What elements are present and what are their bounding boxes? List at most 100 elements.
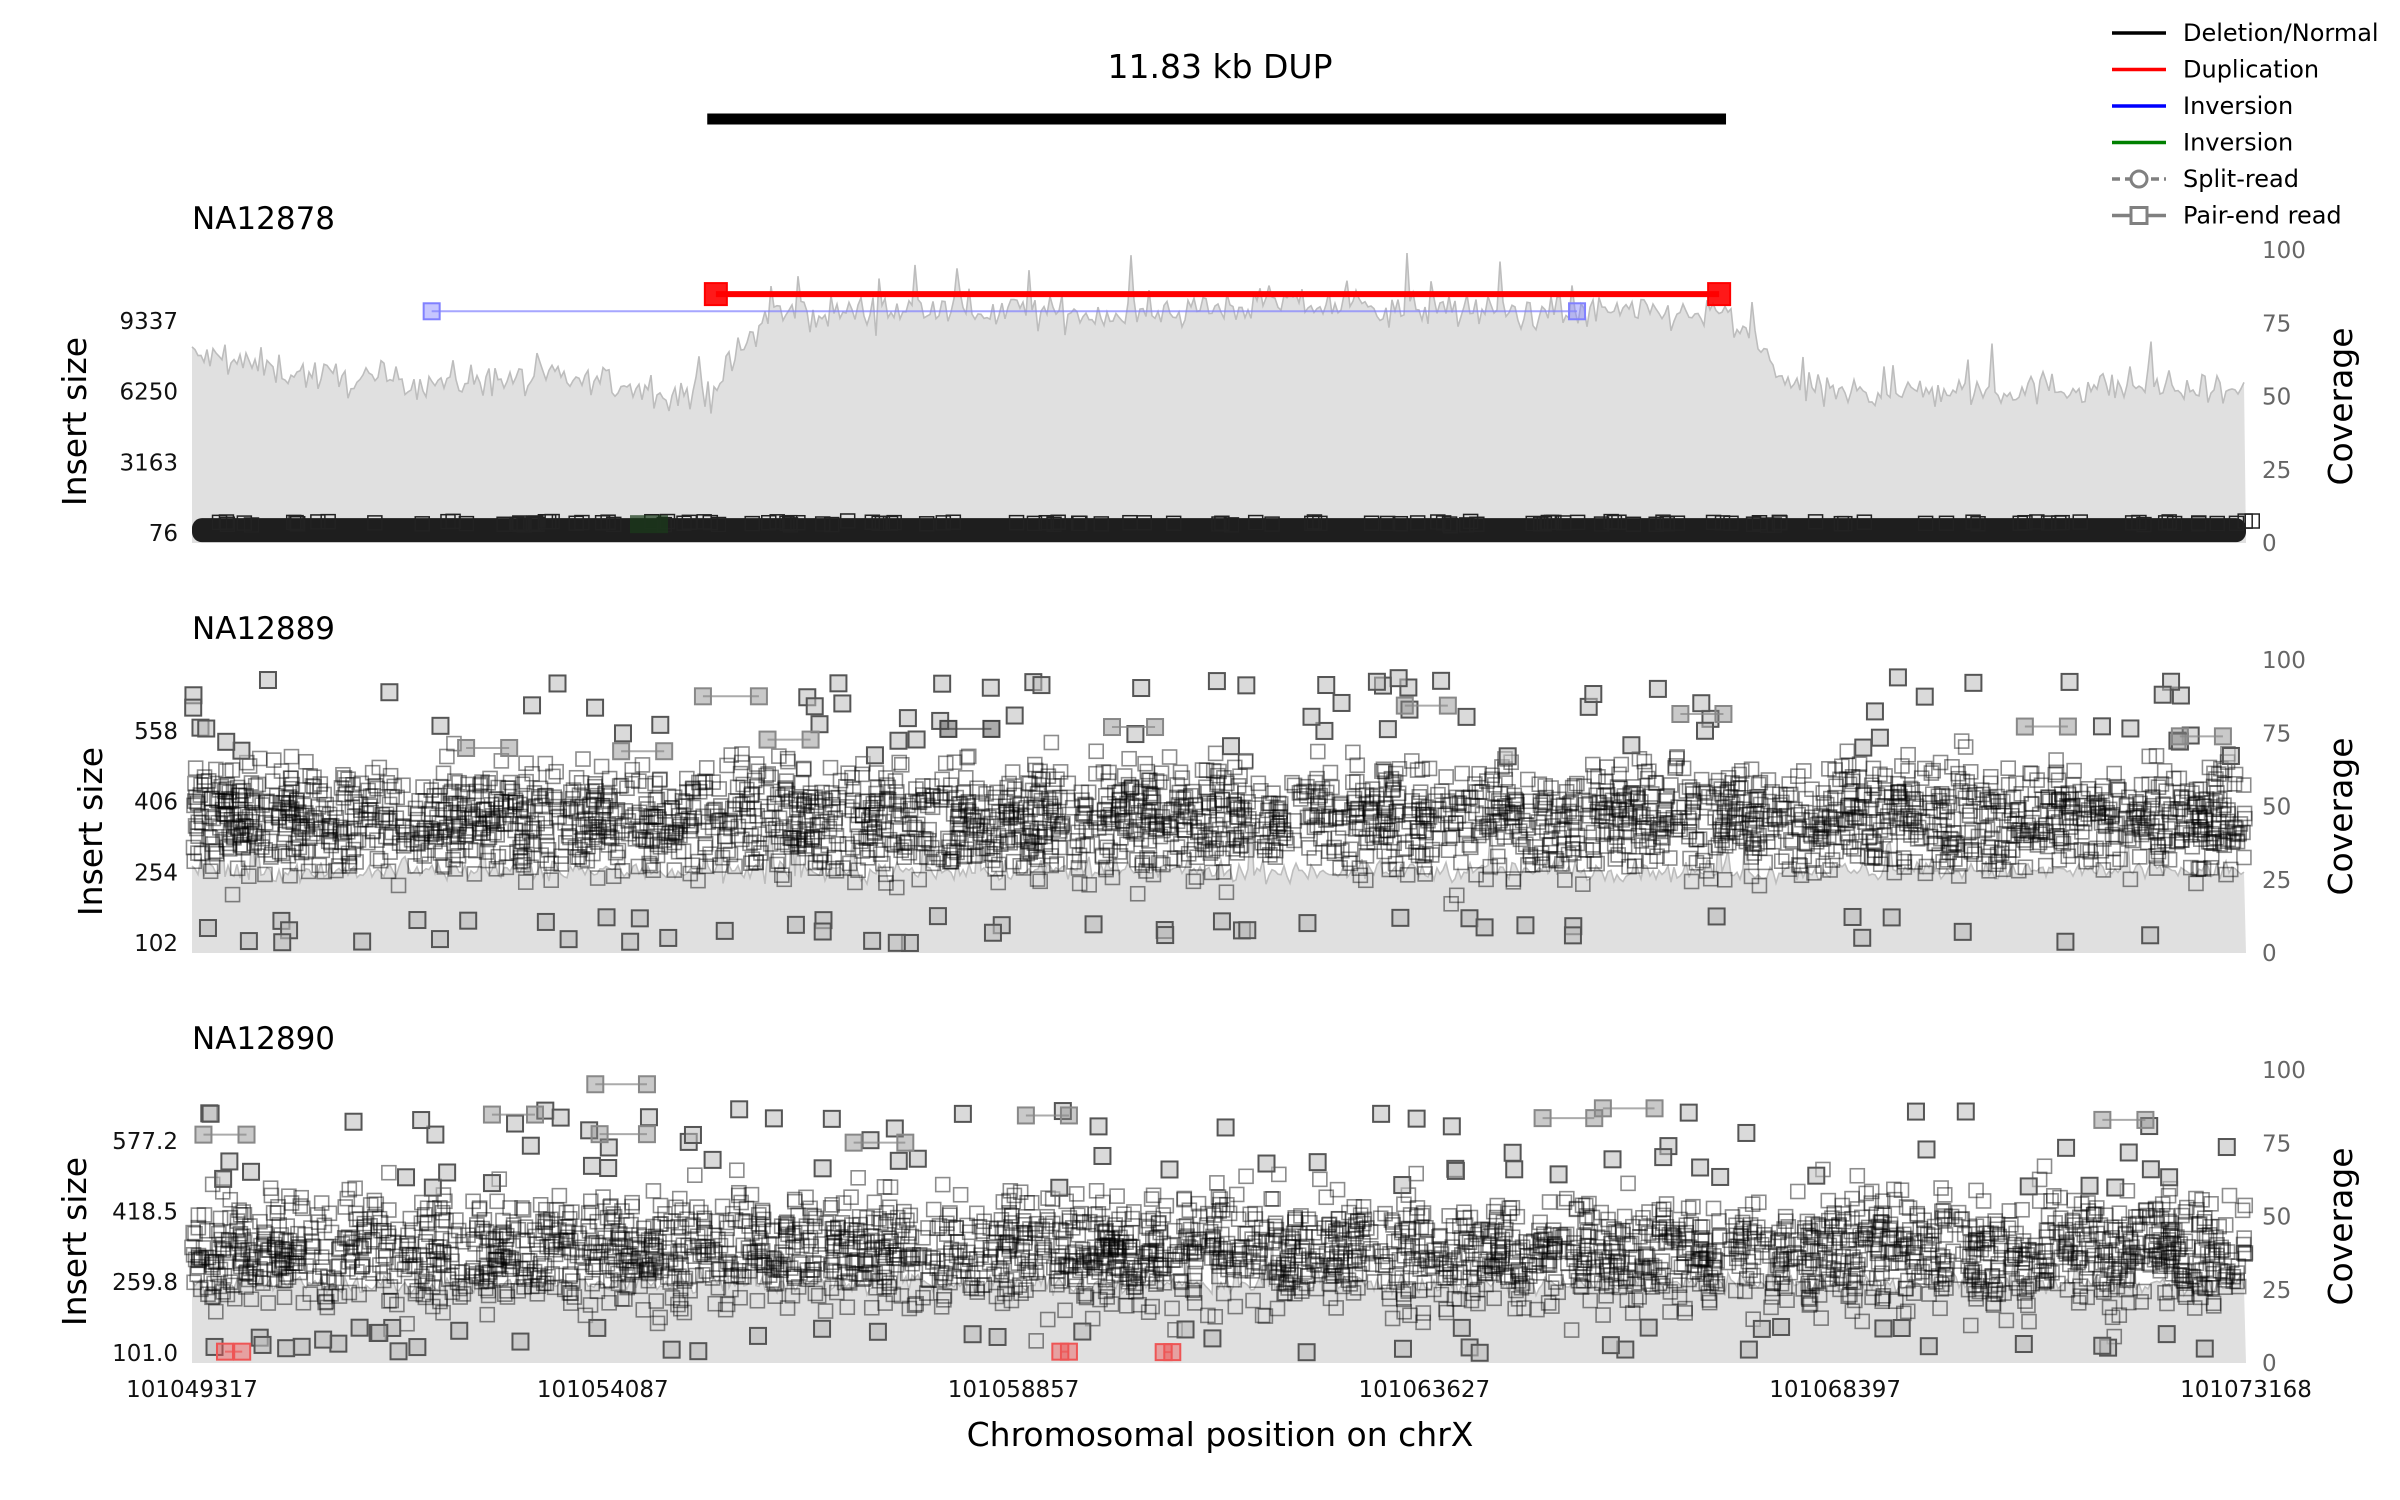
pair-end-read [427, 833, 443, 850]
pair-end-read [919, 849, 935, 866]
pair-end-read [1008, 514, 1025, 531]
pair-end-read [1028, 843, 1044, 859]
pair-end-read [1522, 848, 1539, 865]
pair-end-read [1892, 812, 1908, 828]
pair-end-read [1490, 793, 1507, 809]
pair-end-read [1827, 762, 1843, 778]
pair-end-read [1890, 775, 1906, 792]
sample-title: NA12889 [192, 611, 335, 647]
pair-end-read [840, 765, 856, 781]
pair-end-read [1284, 774, 1300, 791]
pair-end-read [1985, 794, 2002, 810]
pair-end-read [289, 515, 306, 532]
pair-end-read [661, 837, 677, 853]
pair-end-read [2017, 514, 2033, 531]
pair-end-read [1815, 816, 1831, 833]
pair-end-read [1175, 816, 1192, 833]
pair-end-read [1908, 798, 1925, 815]
pair-end-read [1973, 782, 1990, 798]
pair-end-read [1970, 828, 1987, 845]
pair-end-read [263, 846, 280, 863]
legend-entry: Deletion/Normal [2112, 19, 2379, 47]
pair-end-read [1236, 785, 1253, 802]
pair-end-read [744, 786, 760, 802]
pair-end-read [561, 824, 578, 840]
pair-end-read [1520, 771, 1536, 788]
pair-end-read [643, 808, 660, 825]
y-tick-label: 6250 [119, 380, 178, 406]
pair-end-read [1237, 676, 1256, 695]
pair-end-read [2144, 789, 2161, 805]
pair-end-read [1230, 809, 1247, 825]
pair-end-read [1903, 827, 1919, 843]
pair-end-read [1963, 844, 1980, 860]
pair-end-read [2075, 790, 2091, 807]
inversion-read [630, 515, 668, 534]
pair-end-read [263, 849, 279, 865]
pair-end-read [240, 851, 257, 868]
pair-end-read [2174, 825, 2191, 841]
pair-end-read [624, 1194, 640, 1211]
pair-end-read [1554, 821, 1571, 838]
pair-end-read [2222, 861, 2239, 878]
pair-end-read [1430, 801, 1447, 818]
pair-end-read [2231, 825, 2248, 842]
pair-end-read [508, 794, 525, 811]
pair-end-read [1938, 858, 1955, 875]
pair-end-read [430, 930, 449, 949]
pair-end-read [2132, 815, 2149, 831]
pair-end-read [1408, 844, 1424, 860]
pair-end-read [1867, 849, 1883, 866]
pair-end-read [1022, 801, 1039, 818]
read-marker [801, 730, 820, 749]
pair-end-read [1620, 1175, 1636, 1192]
pair-end-read [1418, 808, 1435, 825]
pair-end-read [827, 810, 844, 826]
pair-end-read [551, 808, 567, 825]
pair-end-read [584, 812, 600, 829]
coverage-tick-label: 0 [2262, 531, 2277, 557]
pair-end-read [540, 514, 557, 530]
pair-end-read [514, 852, 531, 869]
pair-end-read [214, 801, 231, 818]
pair-end-read [1467, 776, 1483, 792]
pair-end-read [888, 784, 905, 800]
pair-end-read [668, 826, 685, 843]
pair-end-read [1537, 800, 1553, 817]
pair-end-read [933, 674, 952, 693]
pair-end-read [1391, 761, 1408, 777]
pair-end-read [348, 833, 364, 850]
pair-end-read [1207, 672, 1226, 691]
pair-end-read [2128, 805, 2145, 821]
pair-end-read [2236, 805, 2253, 822]
pair-end-read [1886, 864, 1903, 881]
pair-end-read [817, 792, 834, 809]
pair-end-read [2029, 514, 2045, 530]
pair-end-read [898, 709, 917, 728]
pair-end-read [265, 752, 282, 768]
pair-end-read [850, 862, 866, 879]
pair-end-read [1411, 823, 1427, 839]
pair-end-read [807, 854, 824, 871]
pair-end-read [228, 819, 244, 835]
pair-end-read [1566, 805, 1582, 822]
pair-end-read [1670, 799, 1687, 815]
pair-end-read [585, 845, 601, 862]
pair-end-read [679, 770, 695, 787]
pair-end-read [587, 808, 604, 824]
pair-end-read [1200, 794, 1217, 810]
pair-end-read [614, 822, 630, 839]
pair-end-read [1840, 812, 1856, 829]
pair-end-read [1569, 835, 1586, 852]
pair-end-read [1525, 515, 1541, 532]
pair-end-read [1129, 885, 1146, 902]
pair-end-read [1967, 786, 1984, 803]
coverage-line [191, 811, 2245, 887]
pair-end-read [562, 801, 579, 817]
pair-end-read [1334, 842, 1350, 859]
pair-end-read [2225, 832, 2242, 849]
pair-end-read [540, 842, 557, 858]
pair-end-read [1143, 787, 1160, 804]
pair-end-read [2083, 799, 2100, 816]
pair-end-read [1754, 803, 1771, 820]
